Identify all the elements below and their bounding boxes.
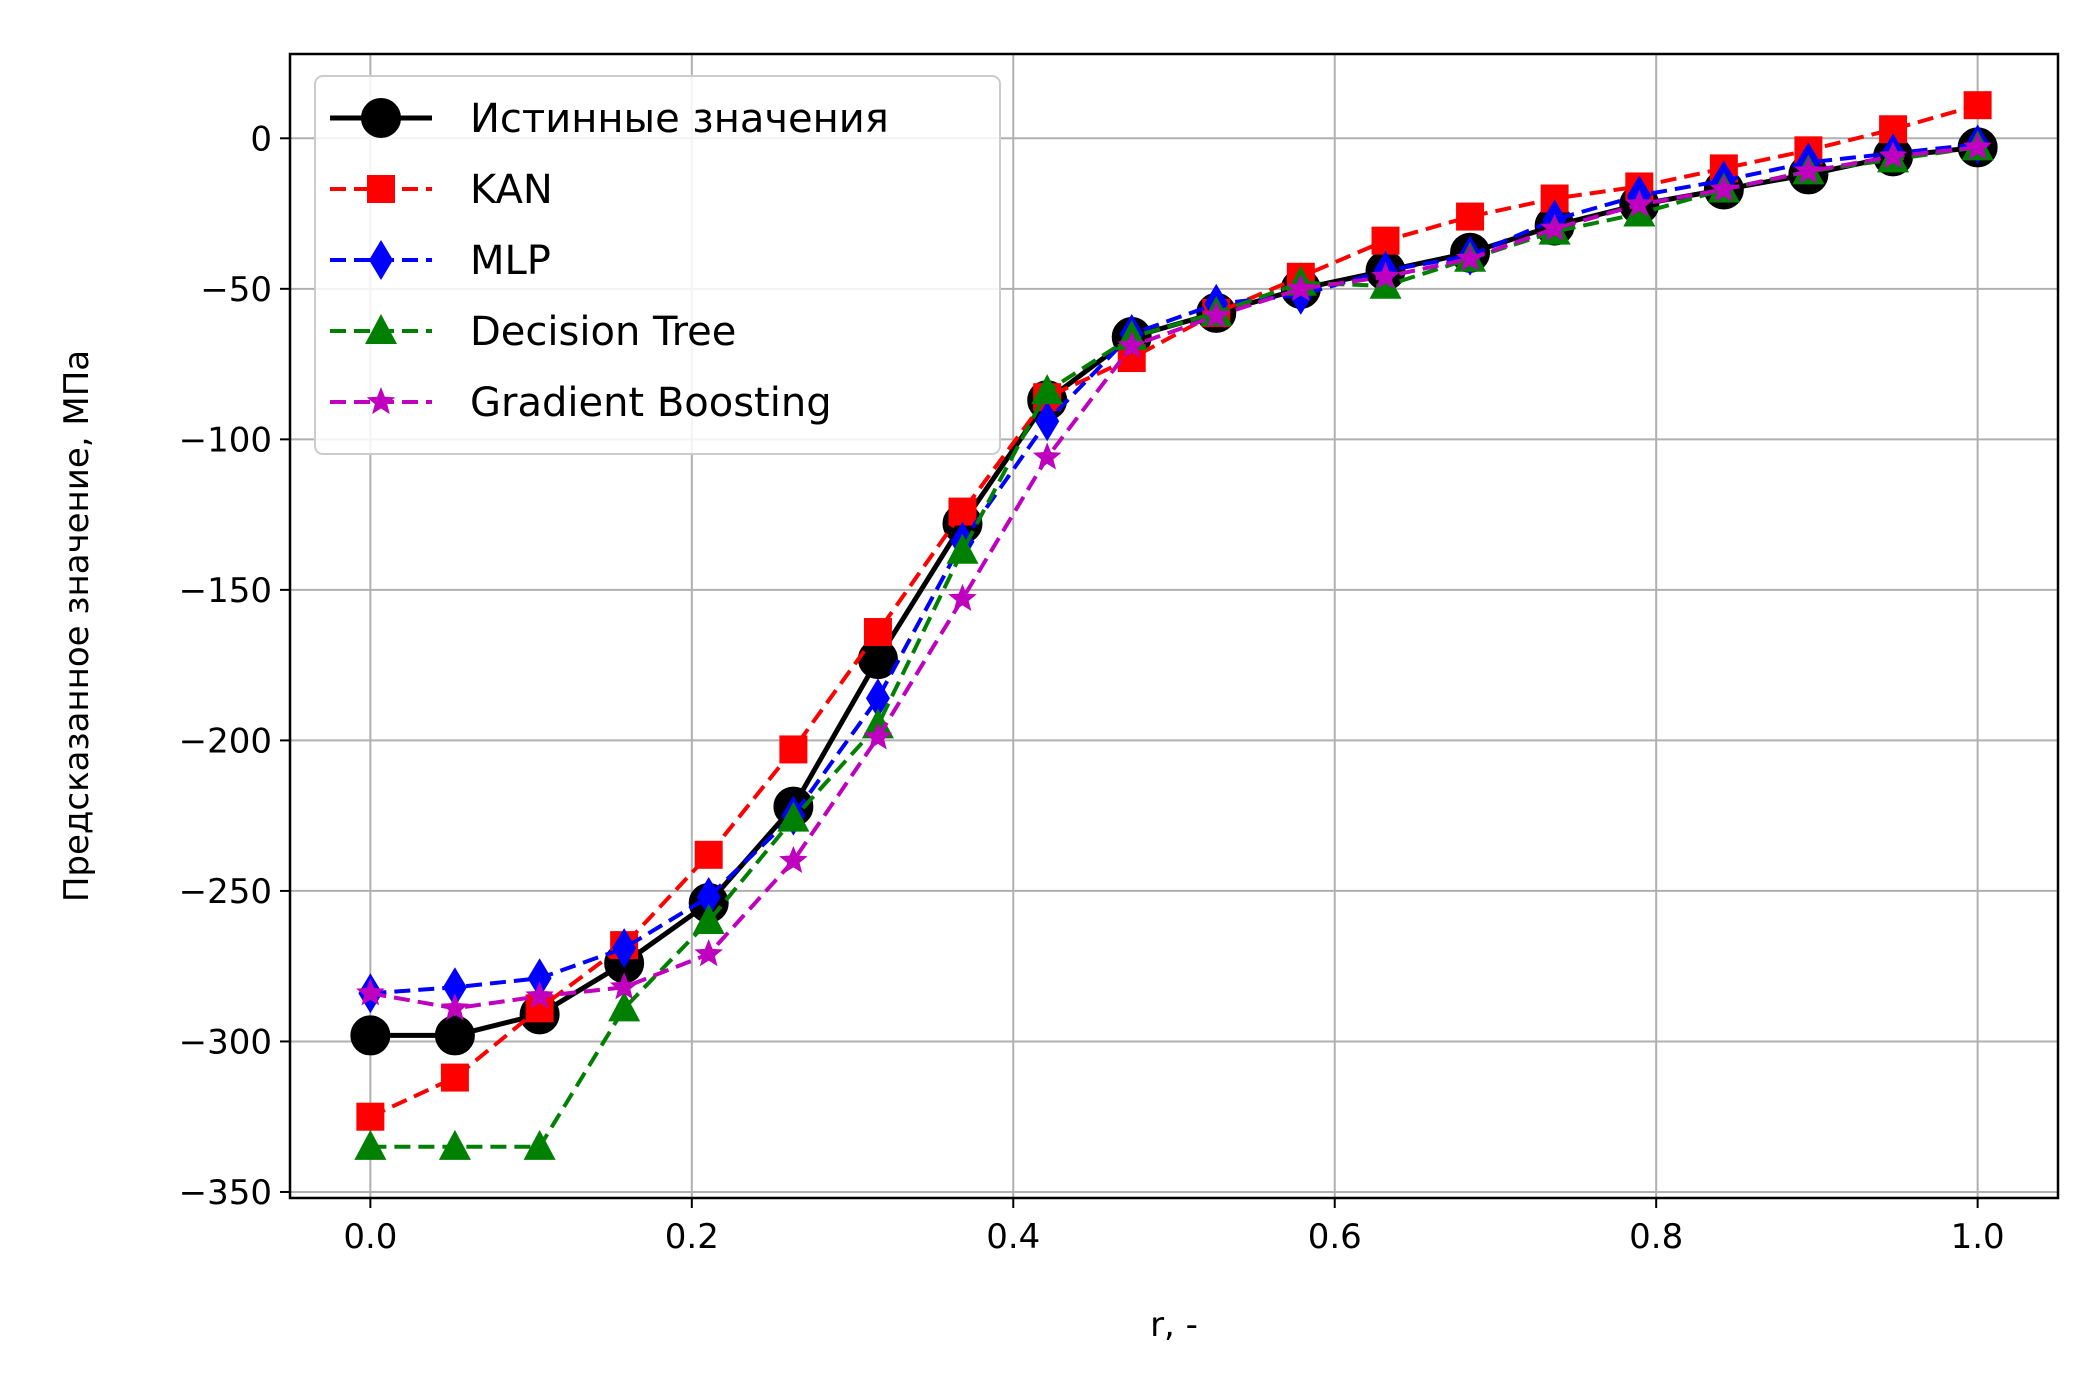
legend-label: MLP <box>470 238 551 284</box>
data-point <box>440 1063 469 1092</box>
data-point <box>1117 331 1146 359</box>
data-point <box>696 876 721 917</box>
data-point <box>1369 268 1402 299</box>
data-point <box>777 801 810 832</box>
data-point <box>779 735 808 764</box>
y-tick-label: −200 <box>179 721 272 761</box>
axes-frame <box>288 52 2060 1200</box>
data-point <box>527 958 552 999</box>
legend-label: Gradient Boosting <box>470 380 832 426</box>
data-point <box>1709 174 1739 202</box>
data-point <box>1878 141 1908 169</box>
y-tick-label: −300 <box>179 1022 272 1062</box>
data-point <box>612 928 637 969</box>
data-point <box>1371 226 1400 255</box>
legend-marker <box>369 240 393 280</box>
data-point <box>1455 243 1485 271</box>
series-line <box>370 145 1978 1011</box>
data-point <box>694 939 723 967</box>
data-point <box>779 845 808 873</box>
data-point <box>442 967 467 1008</box>
data-point <box>440 993 470 1021</box>
data-point <box>694 840 723 869</box>
x-axis-label: r, - <box>1150 1305 1198 1345</box>
y-tick-label: −50 <box>200 270 272 310</box>
data-point <box>1202 300 1231 329</box>
data-point <box>350 1015 391 1056</box>
y-tick-label: −100 <box>179 420 272 460</box>
x-tick-label: 0.8 <box>1629 1217 1683 1257</box>
data-point <box>356 978 385 1006</box>
plot-area <box>350 91 1998 1160</box>
x-tick-label: 0.4 <box>986 1217 1040 1257</box>
data-point <box>1625 189 1654 217</box>
data-point <box>609 972 639 1000</box>
data-point <box>692 904 725 935</box>
legend-label: Истинные значения <box>470 96 889 142</box>
ticks: 0.0 0.2 0.4 0.6 0.8 1.0 0 −50 −100 −150 −200 −250 −3… <box>179 119 2005 1257</box>
legend: Истинные значения KAN MLP Decision Tree Grad… <box>314 75 1001 455</box>
data-point <box>1032 442 1062 470</box>
data-point <box>356 1102 385 1131</box>
data-point <box>1623 196 1656 227</box>
series-5 <box>356 132 1992 1021</box>
data-point <box>1963 91 1992 120</box>
data-point <box>1035 401 1060 442</box>
data-point <box>1794 156 1823 184</box>
data-point <box>525 981 554 1009</box>
legend-box <box>314 75 1001 455</box>
data-point <box>354 1129 387 1160</box>
y-tick-label: 0 <box>250 119 272 159</box>
data-point <box>1371 261 1400 289</box>
data-point <box>948 583 977 612</box>
data-point <box>1963 132 1992 160</box>
y-tick-label: −250 <box>179 872 272 912</box>
data-point <box>863 618 892 647</box>
legend-marker <box>361 98 401 138</box>
x-tick-label: 0.2 <box>665 1217 719 1257</box>
series-line <box>369 103 1979 1119</box>
x-tick-label: 1.0 <box>1951 1217 2005 1257</box>
data-point <box>434 1015 475 1056</box>
legend-label: Decision Tree <box>470 309 736 355</box>
data-point <box>1540 213 1569 241</box>
data-point <box>946 533 979 564</box>
y-tick-label: −150 <box>179 571 272 611</box>
data-point <box>948 497 977 526</box>
data-point <box>438 1129 471 1160</box>
x-tick-label: 0.6 <box>1308 1217 1362 1257</box>
data-point <box>1286 273 1316 301</box>
legend-label: KAN <box>470 167 553 213</box>
y-axis-label: Предсказанное значение, МПа <box>57 350 97 902</box>
data-point <box>608 991 641 1022</box>
x-tick-label: 0.0 <box>343 1217 397 1257</box>
legend-marker <box>365 314 397 344</box>
legend-marker <box>367 175 395 203</box>
data-point <box>1031 374 1064 405</box>
data-point <box>863 722 893 750</box>
series-line <box>370 142 1978 996</box>
data-point <box>523 1129 556 1160</box>
legend-marker <box>366 387 396 415</box>
data-point <box>1456 202 1485 231</box>
y-tick-label: −350 <box>179 1173 272 1213</box>
